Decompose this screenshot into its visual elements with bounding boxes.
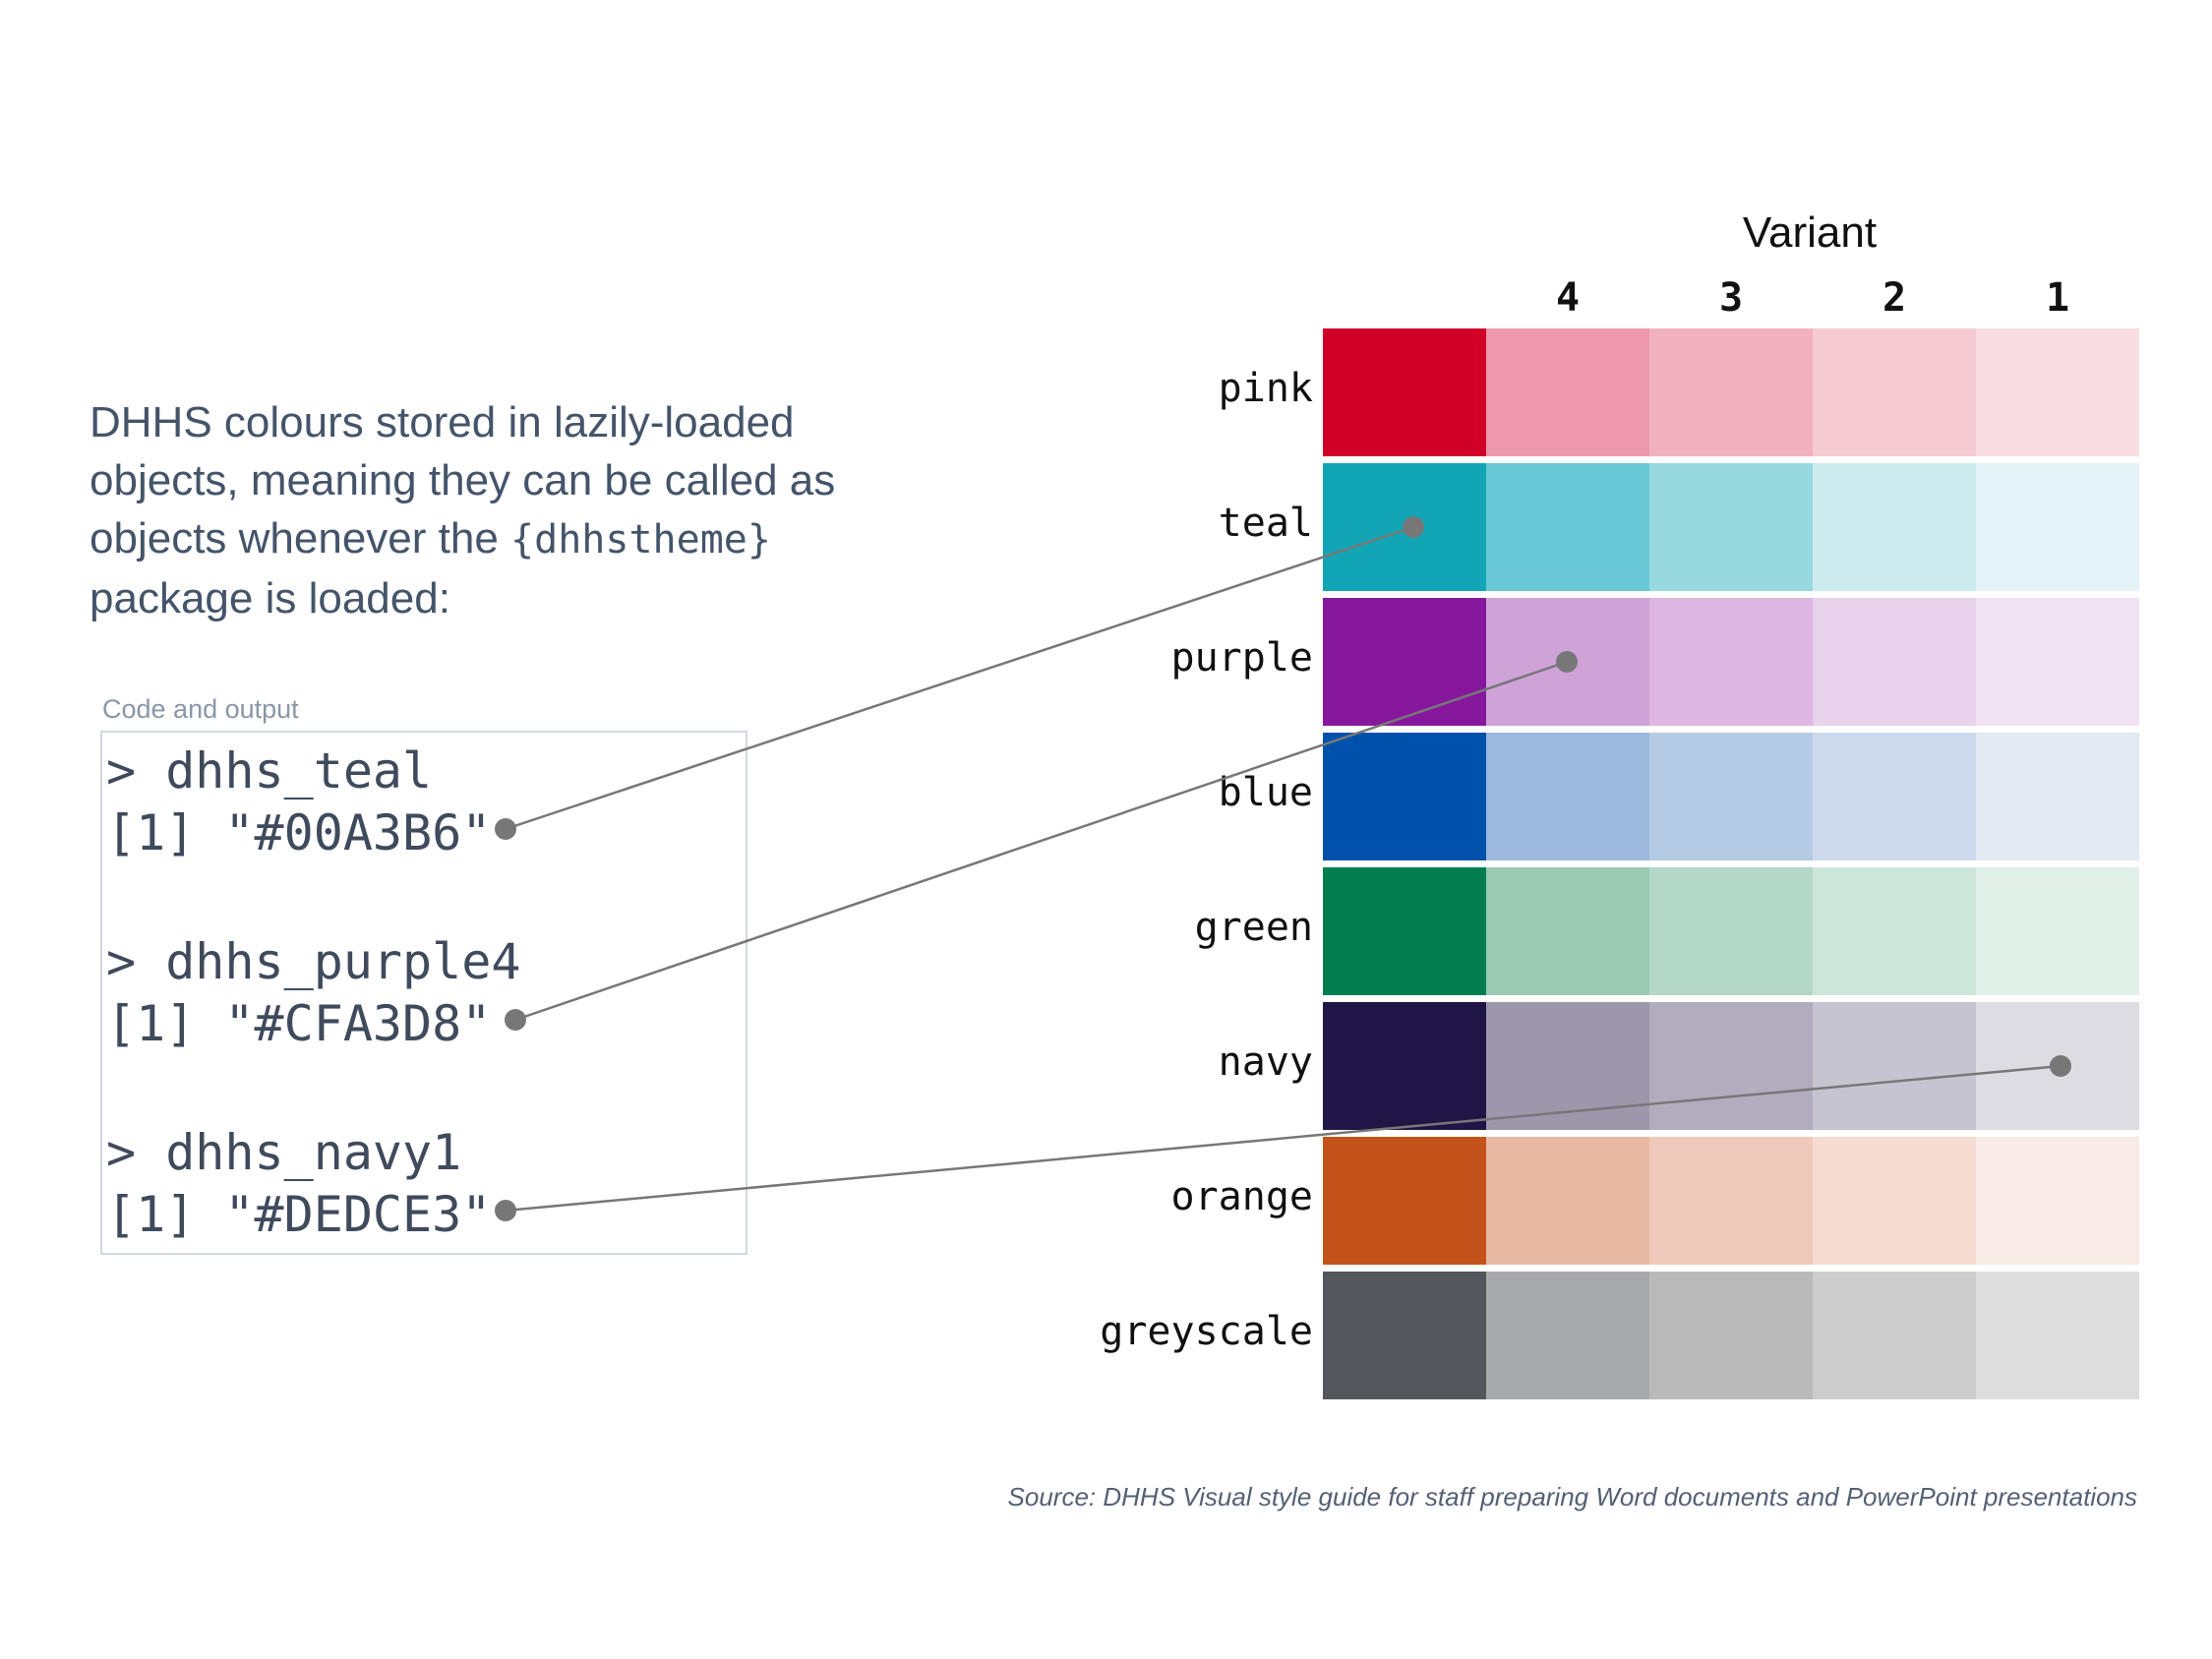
- intro-line-4: package is loaded:: [90, 574, 450, 622]
- row-label-orange: orange: [1170, 1174, 1314, 1219]
- swatch-green-base: [1323, 867, 1486, 995]
- code-command-teal: > dhhs_teal: [106, 742, 433, 800]
- swatch-blue-3: [1649, 733, 1813, 860]
- variant-header-1: 1: [2045, 275, 2070, 321]
- swatch-purple-base: [1323, 598, 1486, 726]
- intro-line-3-text: objects whenever the: [90, 514, 511, 563]
- code-command-purple4: > dhhs_purple4: [106, 933, 521, 990]
- swatch-blue-1: [1976, 733, 2139, 860]
- swatch-pink-1: [1976, 328, 2139, 456]
- swatch-navy-1: [1976, 1002, 2139, 1130]
- swatch-blue-2: [1813, 733, 1976, 860]
- row-label-purple: purple: [1170, 635, 1314, 681]
- swatch-greyscale-3: [1649, 1272, 1813, 1399]
- swatch-purple-4: [1486, 598, 1649, 726]
- row-label-blue: blue: [1218, 770, 1313, 815]
- variant-header-2: 2: [1882, 275, 1907, 321]
- code-output-teal: [1] "#00A3B6": [106, 804, 492, 861]
- swatch-orange-1: [1976, 1137, 2139, 1265]
- swatch-purple-1: [1976, 598, 2139, 726]
- swatch-purple-3: [1649, 598, 1813, 726]
- code-output-navy1: [1] "#DEDCE3": [106, 1186, 492, 1243]
- swatch-blue-4: [1486, 733, 1649, 860]
- swatch-blue-base: [1323, 733, 1486, 860]
- swatch-navy-4: [1486, 1002, 1649, 1130]
- row-label-greyscale: greyscale: [1100, 1309, 1313, 1354]
- swatch-orange-2: [1813, 1137, 1976, 1265]
- code-command-navy1: > dhhs_navy1: [106, 1124, 462, 1181]
- swatch-navy-base: [1323, 1002, 1486, 1130]
- swatch-teal-base: [1323, 463, 1486, 591]
- intro-line-3: objects whenever the {dhhstheme}: [90, 509, 876, 569]
- swatch-teal-2: [1813, 463, 1976, 591]
- swatch-green-3: [1649, 867, 1813, 995]
- swatch-teal-4: [1486, 463, 1649, 591]
- swatch-greyscale-base: [1323, 1272, 1486, 1399]
- variant-header-4: 4: [1555, 275, 1581, 321]
- swatch-pink-2: [1813, 328, 1976, 456]
- swatch-pink-base: [1323, 328, 1486, 456]
- package-name: {dhhstheme}: [510, 517, 771, 563]
- variant-axis-title: Variant: [1742, 208, 1878, 257]
- intro-text: DHHS colours stored in lazily-loaded obj…: [90, 393, 876, 627]
- swatch-pink-4: [1486, 328, 1649, 456]
- code-panel-caption: Code and output: [102, 694, 299, 724]
- swatch-greyscale-1: [1976, 1272, 2139, 1399]
- swatch-orange-base: [1323, 1137, 1486, 1265]
- swatch-greyscale-2: [1813, 1272, 1976, 1399]
- swatch-orange-3: [1649, 1137, 1813, 1265]
- row-label-pink: pink: [1218, 366, 1313, 411]
- swatch-purple-2: [1813, 598, 1976, 726]
- row-label-navy: navy: [1218, 1039, 1313, 1085]
- swatch-orange-4: [1486, 1137, 1649, 1265]
- source-note: Source: DHHS Visual style guide for staf…: [1007, 1482, 2137, 1511]
- code-output-purple4: [1] "#CFA3D8": [106, 995, 492, 1052]
- swatch-navy-2: [1813, 1002, 1976, 1130]
- swatch-navy-3: [1649, 1002, 1813, 1130]
- swatch-pink-3: [1649, 328, 1813, 456]
- variant-header-3: 3: [1718, 275, 1744, 321]
- swatch-teal-3: [1649, 463, 1813, 591]
- row-label-green: green: [1194, 905, 1313, 950]
- swatch-green-2: [1813, 867, 1976, 995]
- intro-line-2: objects, meaning they can be called as: [90, 456, 836, 504]
- swatch-greyscale-4: [1486, 1272, 1649, 1399]
- swatch-green-1: [1976, 867, 2139, 995]
- row-label-teal: teal: [1218, 501, 1313, 546]
- swatch-teal-1: [1976, 463, 2139, 591]
- swatch-green-4: [1486, 867, 1649, 995]
- intro-line-1: DHHS colours stored in lazily-loaded: [90, 398, 795, 446]
